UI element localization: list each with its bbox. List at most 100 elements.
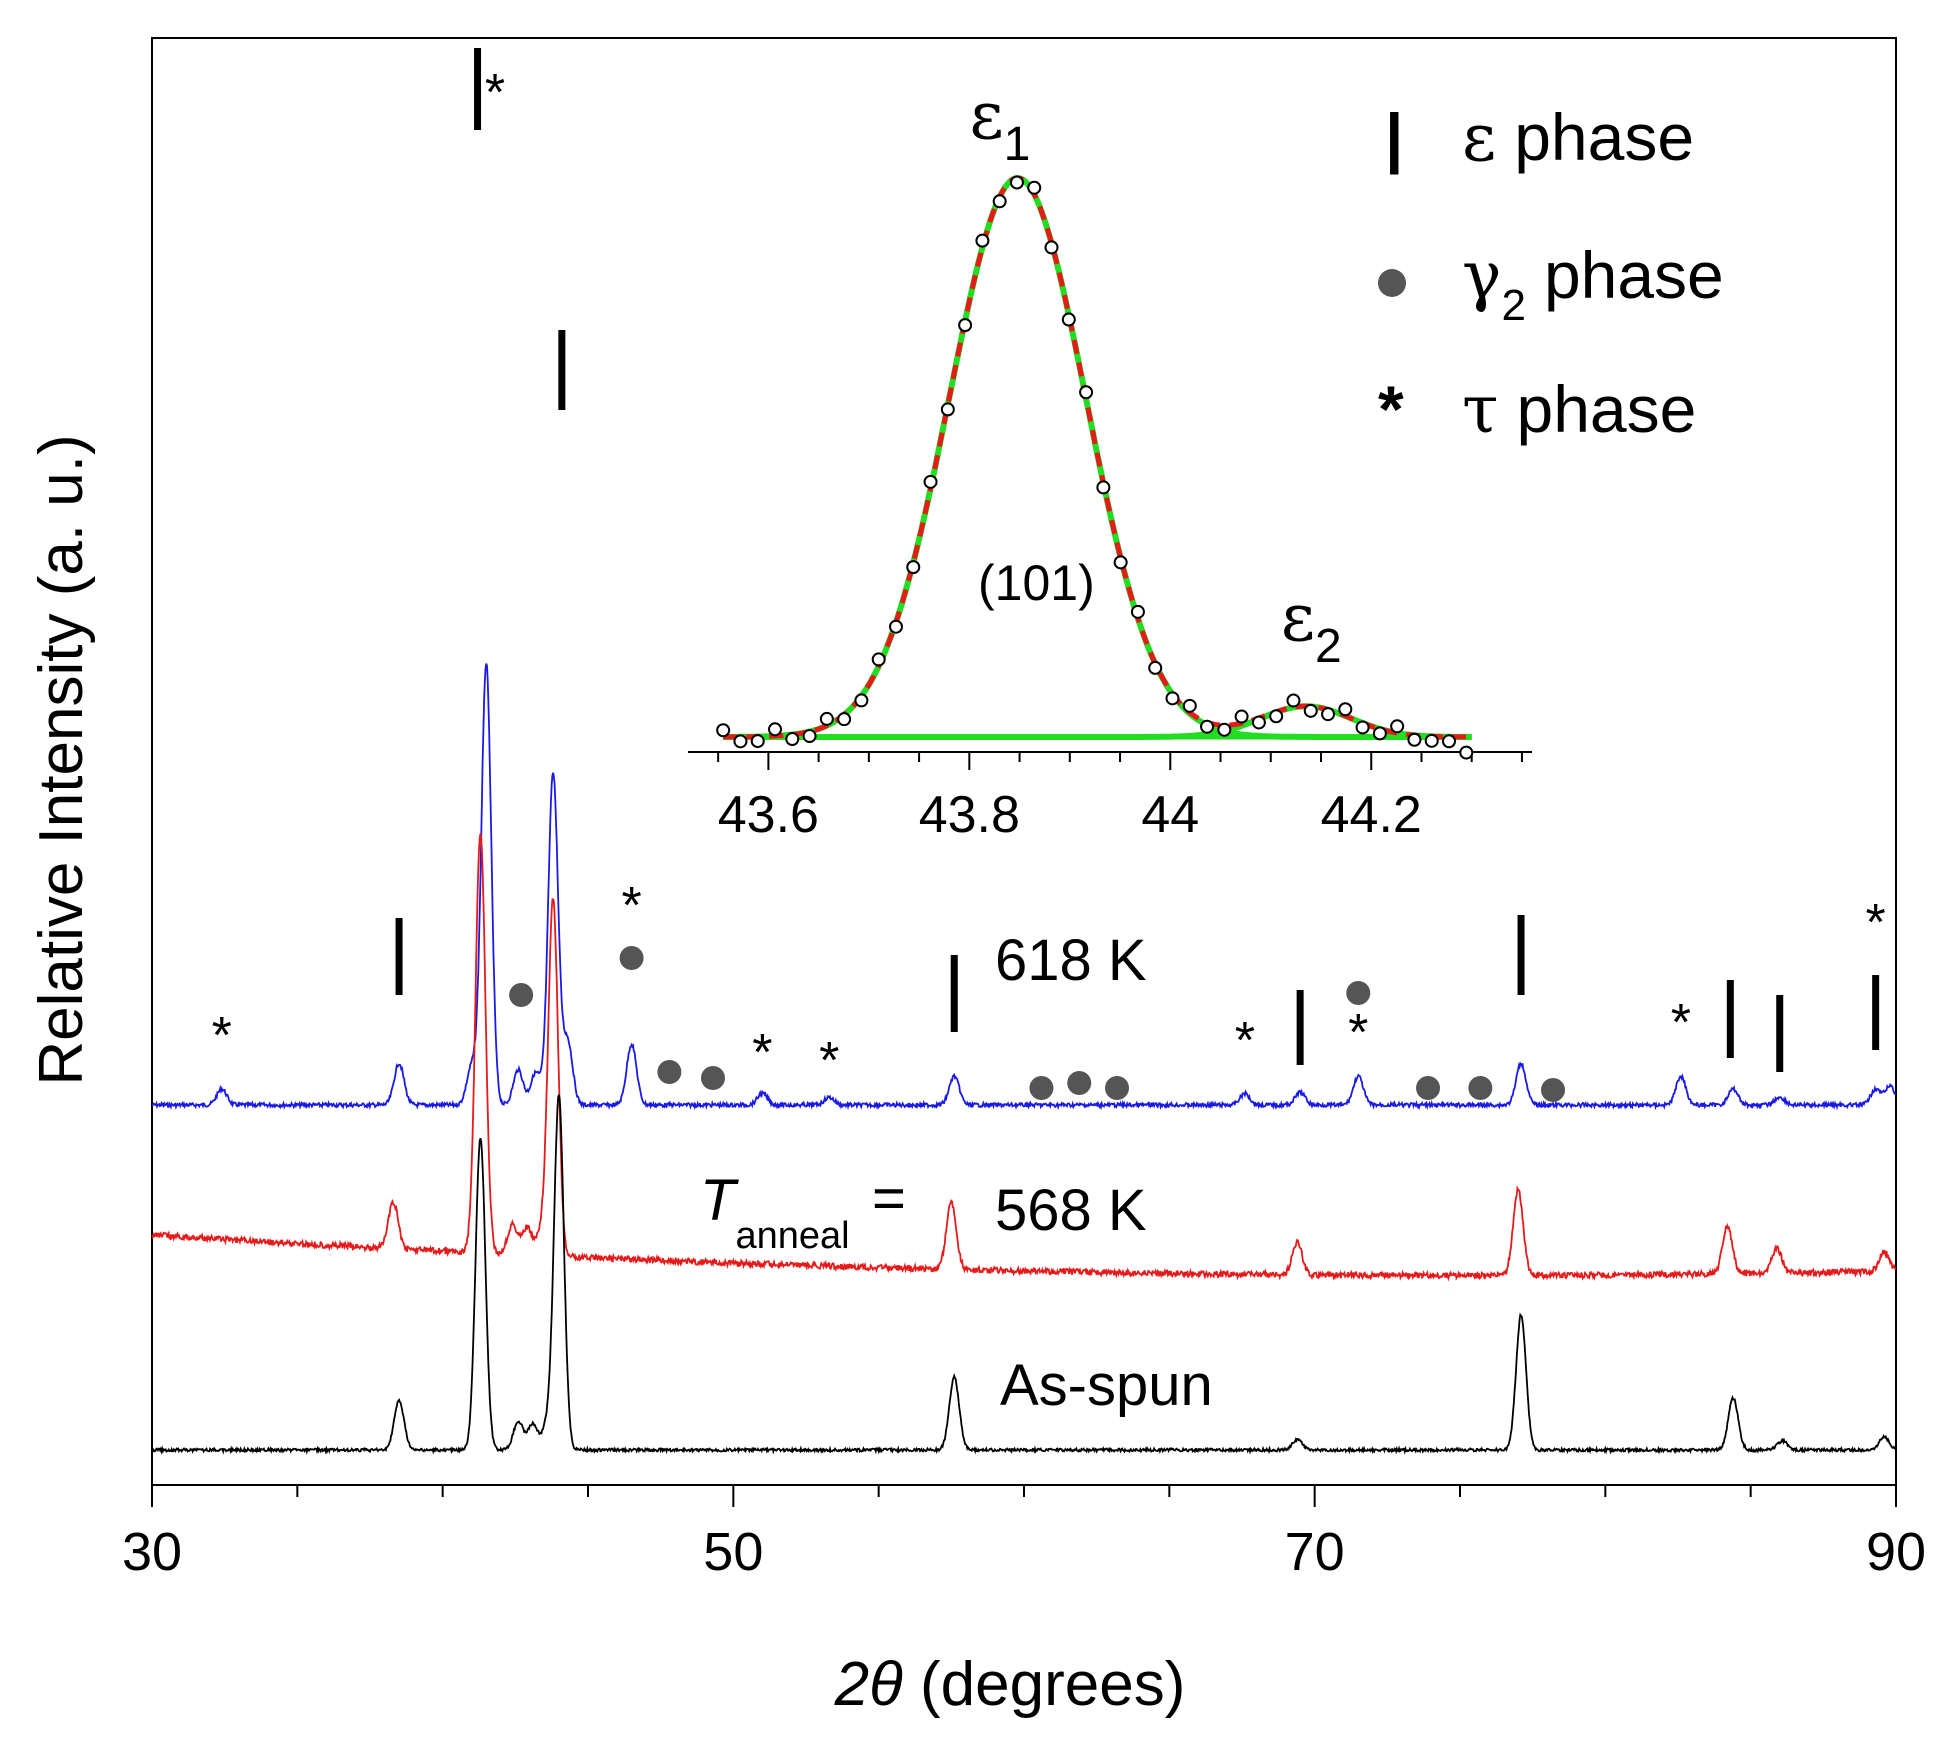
legend-gamma2-sub: 2 bbox=[1501, 281, 1525, 330]
inset-data-point bbox=[1130, 604, 1145, 619]
inset-data-point bbox=[1338, 702, 1353, 717]
inset-data-point bbox=[871, 652, 886, 667]
inset-data-point bbox=[1079, 385, 1094, 400]
inset-data-point bbox=[1459, 745, 1474, 760]
inset-epsilon2-label: ε2 bbox=[1281, 579, 1342, 673]
inset-data-point bbox=[1372, 726, 1387, 741]
inset-data-point bbox=[1407, 732, 1422, 747]
legend-gamma2-greek: γ bbox=[1462, 237, 1501, 314]
inset-data-point bbox=[1424, 733, 1439, 748]
legend-epsilon-symbol: | bbox=[1385, 100, 1403, 176]
trace-618-k bbox=[151, 663, 1897, 1111]
inset-data-point bbox=[733, 734, 748, 749]
inset-data-point bbox=[1355, 720, 1370, 735]
inset-data-point bbox=[1269, 709, 1284, 724]
x-tick-label: 70 bbox=[1285, 1522, 1345, 1582]
inset-data-point bbox=[1442, 734, 1457, 749]
gamma2-marker bbox=[1541, 1078, 1566, 1102]
inset-data-point bbox=[1044, 240, 1059, 255]
legend-epsilon-text: phase bbox=[1514, 100, 1694, 174]
inset-data-point bbox=[802, 729, 817, 744]
inset-data-point bbox=[1113, 555, 1128, 570]
x-tick-label: 50 bbox=[703, 1522, 763, 1582]
inset-plot: 43.6 43.8 44 44.2 ε1 ε2 (101) bbox=[688, 77, 1532, 844]
inset-epsilon1-label: ε1 bbox=[969, 77, 1030, 171]
inset-data-point bbox=[888, 619, 903, 634]
tau-marker: * bbox=[1671, 994, 1691, 1052]
inset-tick-label: 43.8 bbox=[919, 786, 1020, 844]
inset-tick-label: 44 bbox=[1141, 786, 1199, 844]
inset-data-point bbox=[1251, 715, 1266, 730]
inset-data-point bbox=[1321, 707, 1336, 722]
y-axis-title: Relative Intensity (a. u.) bbox=[27, 434, 96, 1085]
inset-data-point bbox=[1217, 722, 1232, 737]
legend-tau-label: τ phase bbox=[1462, 371, 1696, 448]
inset-data-point bbox=[785, 732, 800, 747]
gamma2-marker bbox=[657, 1060, 682, 1084]
tau-marker: * bbox=[485, 64, 505, 122]
gamma2-marker bbox=[619, 946, 644, 970]
legend-epsilon: | ε phase bbox=[1385, 99, 1694, 176]
t-anneal-symbol: T bbox=[700, 1168, 739, 1233]
legend-tau-text: phase bbox=[1517, 372, 1697, 446]
t-anneal-subscript: anneal bbox=[735, 1215, 849, 1257]
legend-gamma2-dot bbox=[1378, 269, 1406, 297]
trace-as-spun bbox=[151, 1094, 1897, 1455]
inset-data-point bbox=[940, 402, 955, 417]
t-anneal-equals: = bbox=[872, 1166, 906, 1231]
label-568k: 568 K bbox=[995, 1178, 1147, 1243]
inset-data-point bbox=[1303, 703, 1318, 718]
legend-tau-greek: τ bbox=[1462, 371, 1499, 448]
inset-data-point bbox=[975, 233, 990, 248]
inset-fit bbox=[723, 175, 1472, 740]
legend-tau-symbol: * bbox=[1378, 372, 1404, 446]
gamma2-marker bbox=[1105, 1076, 1130, 1100]
inset-data-point bbox=[1148, 660, 1163, 675]
legend-gamma2-label: γ2 phase bbox=[1462, 237, 1724, 330]
legend-tau: * τ phase bbox=[1378, 371, 1696, 448]
label-618k: 618 K bbox=[995, 928, 1147, 993]
inset-data-point bbox=[992, 194, 1007, 209]
inset-data-point bbox=[1061, 312, 1076, 327]
gamma2-marker bbox=[1029, 1076, 1054, 1100]
inset-data-point bbox=[958, 318, 973, 333]
gamma2-marker bbox=[1067, 1071, 1092, 1095]
inset-tick-label: 43.6 bbox=[718, 786, 819, 844]
inset-data-point bbox=[1200, 719, 1215, 734]
legend: | ε phase γ2 phase * τ phase bbox=[1378, 99, 1724, 448]
inset-miller-index: (101) bbox=[978, 555, 1095, 611]
gamma2-marker bbox=[509, 983, 534, 1007]
legend-gamma2-text: phase bbox=[1544, 238, 1724, 312]
inset-data-point bbox=[1286, 693, 1301, 708]
inset-data-point bbox=[716, 723, 731, 738]
gamma2-marker bbox=[1416, 1076, 1441, 1100]
label-t-anneal: Tanneal bbox=[700, 1168, 850, 1257]
x-axis-ticks: 30 50 70 90 bbox=[122, 1485, 1926, 1582]
tau-marker: * bbox=[1348, 1004, 1368, 1062]
diffraction-traces bbox=[151, 663, 1897, 1455]
inset-tick-label: 44.2 bbox=[1321, 786, 1422, 844]
inset-data-point bbox=[837, 712, 852, 727]
trace-568-k bbox=[151, 833, 1897, 1282]
inset-data-point bbox=[750, 734, 765, 749]
gamma2-marker bbox=[700, 1066, 725, 1090]
x-tick-label: 30 bbox=[122, 1522, 182, 1582]
inset-data-point bbox=[1234, 709, 1249, 724]
x-tick-label: 90 bbox=[1866, 1522, 1926, 1582]
inset-data-point bbox=[1009, 175, 1024, 190]
inset-data-point bbox=[1027, 180, 1042, 195]
gamma2-marker bbox=[1468, 1076, 1493, 1100]
tau-marker: * bbox=[819, 1032, 839, 1090]
gamma2-marker bbox=[1346, 981, 1371, 1005]
label-as-spun: As-spun bbox=[1000, 1353, 1213, 1418]
tau-marker: * bbox=[621, 877, 641, 935]
tau-marker: * bbox=[1235, 1012, 1255, 1070]
inset-data-point bbox=[1390, 719, 1405, 734]
phase-markers: * * * * * * * * * bbox=[212, 48, 1886, 1102]
inset-data-point bbox=[768, 722, 783, 737]
inset-data-point bbox=[819, 711, 834, 726]
inset-data-point bbox=[1182, 698, 1197, 713]
tau-marker: * bbox=[212, 1007, 232, 1065]
tau-marker: * bbox=[1866, 894, 1886, 952]
